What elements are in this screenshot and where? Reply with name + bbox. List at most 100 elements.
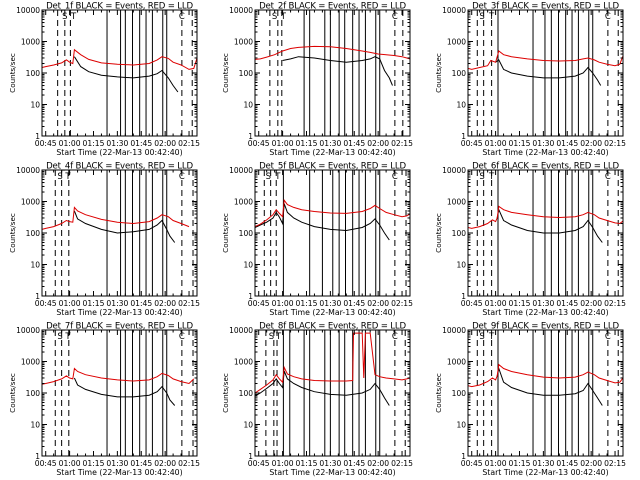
y-axis-label: Counts/sec xyxy=(221,373,230,413)
x-tick-label: 00:45 xyxy=(248,299,270,308)
marker-label: S xyxy=(57,172,62,182)
panel-title: Det_6f BLACK = Events, RED = LLD xyxy=(472,162,619,172)
x-tick-label: 01:15 xyxy=(509,139,531,148)
x-tick-label: 02:15 xyxy=(178,139,200,148)
plot-frame xyxy=(254,329,411,457)
x-tick-label: 01:15 xyxy=(296,139,318,148)
panel-title: Det_5f BLACK = Events, RED = LLD xyxy=(259,162,406,172)
y-axis-label: Counts/sec xyxy=(434,213,443,253)
y-tick-label: 1000 xyxy=(234,38,253,47)
marker-label: C xyxy=(179,172,185,182)
lld-series-line xyxy=(467,205,624,229)
y-tick-label: 10 xyxy=(243,421,253,430)
marker-label: S xyxy=(479,332,484,342)
x-axis-label: Start Time (22-Mar-13 00:42:40) xyxy=(56,308,182,317)
y-tick-label: 1 xyxy=(461,452,466,461)
y-tick-label: 1000 xyxy=(447,38,466,47)
x-axis-label: Start Time (22-Mar-13 00:42:40) xyxy=(482,148,608,157)
lld-series-line xyxy=(254,45,411,60)
y-tick-label: 100 xyxy=(239,389,254,398)
x-tick-label: 02:15 xyxy=(178,299,200,308)
x-tick-label: 01:00 xyxy=(485,139,507,148)
y-tick-label: 1 xyxy=(35,132,40,141)
y-tick-label: 1000 xyxy=(447,198,466,207)
events-series-line xyxy=(73,210,176,243)
panel-title: Det_7f BLACK = Events, RED = LLD xyxy=(46,322,193,332)
y-tick-label: 1000 xyxy=(21,38,40,47)
marker-label: C xyxy=(179,12,185,22)
y-tick-label: 10 xyxy=(243,261,253,270)
y-tick-label: 1 xyxy=(461,132,466,141)
y-tick-label: 1 xyxy=(35,292,40,301)
marker-label: T xyxy=(275,332,282,342)
y-tick-label: 100 xyxy=(452,229,467,238)
y-tick-label: 100 xyxy=(26,229,41,238)
y-tick-label: 10 xyxy=(456,101,466,110)
y-tick-label: 10000 xyxy=(442,6,466,15)
x-tick-label: 01:45 xyxy=(556,299,578,308)
x-tick-label: 01:00 xyxy=(59,299,81,308)
marker-label: C xyxy=(605,12,611,22)
x-tick-label: 01:15 xyxy=(83,139,105,148)
y-axis-label: Counts/sec xyxy=(8,213,17,253)
lld-series-line xyxy=(467,363,624,388)
x-tick-label: 01:45 xyxy=(343,139,365,148)
marker-label: C xyxy=(605,332,611,342)
y-tick-label: 1000 xyxy=(21,198,40,207)
panel-title: Det_8f BLACK = Events, RED = LLD xyxy=(259,322,406,332)
y-tick-label: 100 xyxy=(239,69,254,78)
panel-title: Det_2f BLACK = Events, RED = LLD xyxy=(259,2,406,12)
x-tick-label: 00:45 xyxy=(461,299,483,308)
x-tick-label: 01:15 xyxy=(509,299,531,308)
x-tick-label: 01:45 xyxy=(343,299,365,308)
y-axis-label: Counts/sec xyxy=(8,53,17,93)
x-tick-label: 01:15 xyxy=(83,459,105,468)
x-tick-label: 02:15 xyxy=(391,139,413,148)
marker-label: C xyxy=(392,332,398,342)
x-tick-label: 01:00 xyxy=(272,459,294,468)
marker-label: T xyxy=(488,332,495,342)
x-tick-label: 02:00 xyxy=(154,139,176,148)
y-tick-label: 100 xyxy=(452,389,467,398)
marker-label: C xyxy=(392,172,398,182)
panel-title: Det_3f BLACK = Events, RED = LLD xyxy=(472,2,619,12)
x-axis-label: Start Time (22-Mar-13 00:42:40) xyxy=(482,308,608,317)
x-axis-label: Start Time (22-Mar-13 00:42:40) xyxy=(56,148,182,157)
x-tick-label: 01:15 xyxy=(296,299,318,308)
x-tick-label: 01:45 xyxy=(130,299,152,308)
y-tick-label: 1000 xyxy=(21,358,40,367)
y-tick-label: 10 xyxy=(243,101,253,110)
x-tick-label: 01:30 xyxy=(532,299,554,308)
y-tick-label: 100 xyxy=(239,229,254,238)
x-tick-label: 01:30 xyxy=(319,299,341,308)
x-tick-label: 01:15 xyxy=(296,459,318,468)
y-axis-label: Counts/sec xyxy=(221,53,230,93)
x-tick-label: 01:30 xyxy=(319,139,341,148)
marker-label: C xyxy=(605,172,611,182)
x-tick-label: 02:15 xyxy=(391,299,413,308)
y-tick-label: 10000 xyxy=(229,6,253,15)
marker-label: T xyxy=(280,12,287,22)
marker-label: S xyxy=(479,172,484,182)
lld-series-line xyxy=(41,367,195,385)
x-tick-label: 01:00 xyxy=(272,139,294,148)
x-tick-label: 01:15 xyxy=(83,299,105,308)
x-tick-label: 00:45 xyxy=(248,139,270,148)
x-tick-label: 00:45 xyxy=(248,459,270,468)
y-tick-label: 10 xyxy=(456,261,466,270)
x-tick-label: 01:30 xyxy=(106,139,128,148)
x-tick-label: 00:45 xyxy=(461,139,483,148)
x-tick-label: 01:45 xyxy=(130,459,152,468)
x-tick-label: 01:00 xyxy=(485,459,507,468)
marker-label: S xyxy=(479,12,484,22)
y-tick-label: 100 xyxy=(26,69,41,78)
x-tick-label: 02:00 xyxy=(367,459,389,468)
plot-frame xyxy=(41,329,198,457)
